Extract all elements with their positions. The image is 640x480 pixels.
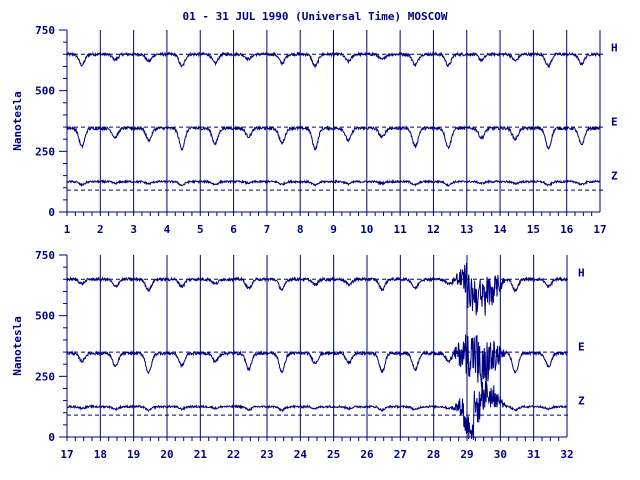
x-tick-label: 27 <box>394 448 407 461</box>
series-line-e <box>66 334 568 388</box>
panel-1: 1 2 3 4 5 6 7 8 9 10 11 12 13 14 15 16 170250500750Nanot… <box>11 24 618 236</box>
series-label-z: Z <box>611 170 618 183</box>
x-tick-label: 4 <box>164 223 171 236</box>
x-tick-label: 9 <box>330 223 337 236</box>
series-label-e: E <box>578 340 585 353</box>
y-tick-label: 250 <box>35 145 55 158</box>
y-tick-label: 750 <box>35 249 55 262</box>
x-tick-label: 1 <box>64 223 71 236</box>
x-tick-label: 31 <box>527 448 541 461</box>
y-tick-label: 750 <box>35 24 55 37</box>
x-tick-label: 20 <box>160 448 173 461</box>
x-tick-label: 13 <box>460 223 473 236</box>
x-tick-label: 19 <box>127 448 140 461</box>
y-axis-label: Nanotesla <box>11 91 24 151</box>
series-line-h <box>66 262 568 316</box>
x-tick-label: 8 <box>297 223 304 236</box>
x-tick-label: 11 <box>394 223 408 236</box>
x-tick-label: 18 <box>94 448 107 461</box>
y-tick-label: 250 <box>35 370 55 383</box>
x-tick-label: 23 <box>260 448 273 461</box>
x-tick-label: 21 <box>194 448 208 461</box>
x-tick-label: 17 <box>60 448 73 461</box>
x-tick-label: 28 <box>427 448 440 461</box>
x-tick-label: 22 <box>227 448 240 461</box>
y-tick-label: 500 <box>35 310 55 323</box>
y-tick-label: 0 <box>48 431 55 444</box>
x-tick-label: 17 <box>593 223 606 236</box>
x-tick-label: 26 <box>360 448 374 461</box>
x-tick-label: 5 <box>197 223 204 236</box>
x-tick-label: 10 <box>360 223 373 236</box>
x-tick-label: 3 <box>130 223 137 236</box>
x-tick-label: 32 <box>560 448 573 461</box>
x-tick-label: 16 <box>560 223 574 236</box>
series-line-h <box>66 51 601 69</box>
x-tick-label: 15 <box>527 223 540 236</box>
series-label-z: Z <box>578 395 585 408</box>
x-tick-label: 14 <box>493 223 507 236</box>
x-tick-label: 29 <box>460 448 473 461</box>
series-label-e: E <box>611 115 618 128</box>
series-label-h: H <box>611 41 618 54</box>
x-tick-label: 12 <box>427 223 440 236</box>
series-line-e <box>66 125 601 151</box>
x-tick-label: 25 <box>327 448 340 461</box>
x-tick-label: 30 <box>494 448 507 461</box>
panel-2: 17 18 19 20 21 22 23 24 25 26 27 28 29 30 31 32 0 250 500 7… <box>11 249 585 461</box>
series-label-h: H <box>578 266 585 279</box>
x-tick-label: 6 <box>230 223 237 236</box>
y-axis-label: Nanotesla <box>11 316 24 376</box>
x-tick-label: 7 <box>264 223 271 236</box>
series-line-z <box>66 380 568 440</box>
y-tick-label: 500 <box>35 85 55 98</box>
series-line-z <box>66 179 601 188</box>
x-tick-label: 24 <box>294 448 308 461</box>
x-tick-label: 2 <box>97 223 104 236</box>
y-tick-label: 0 <box>48 206 55 219</box>
chart-title: 01 - 31 JUL 1990 (Universal Time) MOSCOW <box>183 10 448 23</box>
